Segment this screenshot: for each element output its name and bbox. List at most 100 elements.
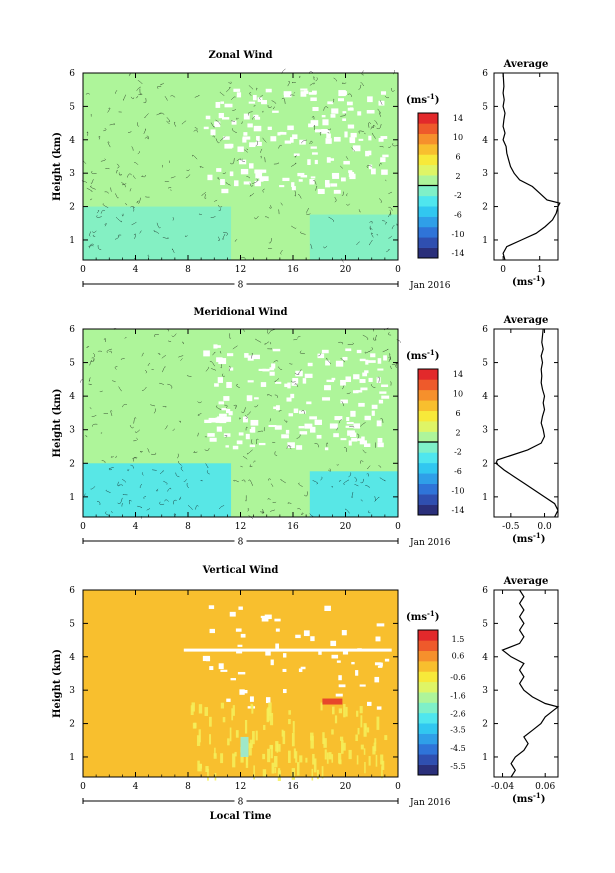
colorbar-segment [418,671,438,683]
colorbar-tick-label: -10 [452,230,465,239]
x-tick-label: 8 [185,522,191,532]
y-tick-label: 4 [69,653,75,663]
x-tick-label: 16 [287,782,299,792]
average-y-tick-label: 3 [482,426,488,436]
average-y-tick-label: 6 [482,586,488,596]
colorbar-tick-label: -6 [454,211,462,220]
colorbar-tick-label: 14 [453,370,463,379]
average-x-label: (ms-1) [512,791,545,805]
x-tick-label: 0 [80,782,86,792]
x-axis: 0 4 8 12 16 20 0 [80,590,401,792]
colorbar-tick-label: 2 [455,428,460,437]
y-tick-label: 2 [69,203,75,213]
average-frame [493,72,559,261]
colorbar-tick-label: 10 [453,133,463,142]
y-axis: 1 2 3 4 5 6 [69,325,398,503]
colorbar-segment [418,702,438,714]
colorbar-tick-label: 14 [453,114,463,123]
colorbar-segment [418,216,438,228]
y-tick-label: 1 [69,493,75,503]
colorbar-unit: (ms-1) [406,348,439,362]
date-label: Jan 2016 [409,538,451,548]
average-x-tick-label: 0.06 [535,782,555,792]
colorbar-segment [418,723,438,734]
colorbar-segment [418,630,438,641]
panel-title: Meridional Wind [193,307,287,318]
colorbar-tick-label: 2 [455,172,460,181]
average-profile-line [502,72,561,261]
colorbar-segment [418,650,438,662]
colorbar-segment [418,764,438,776]
x-tick-label: 0 [395,265,401,275]
colorbar-tick-label: 6 [455,153,460,162]
colorbar-segment [418,431,438,443]
x-tick-label: 20 [340,265,352,275]
x-tick-label: 0 [80,265,86,275]
colorbar-tick-label: 1.5 [452,635,465,644]
x-axis: 0 4 8 12 16 20 0 [80,73,401,275]
date-label: Jan 2016 [409,798,451,808]
y-axis: 1 2 3 4 5 6 [69,586,398,763]
y-tick-label: 6 [69,69,75,79]
colorbar-segment [418,681,438,693]
colorbar-segment [418,185,438,197]
average-y-tick-label: 1 [482,493,488,503]
colorbar-tick-label: 6 [455,409,460,418]
heatmap-lower-layer [83,206,232,260]
x-tick-label: 4 [133,265,139,275]
y-axis-label: Height (km) [52,649,63,718]
colorbar-segment [418,369,438,380]
colorbar-unit: (ms-1) [406,92,439,106]
average-title: Average [503,315,549,326]
colorbar-segment [418,421,438,432]
x-tick-label: 20 [340,782,352,792]
x-tick-label: 16 [287,265,299,275]
x-tick-label: 12 [235,265,246,275]
colorbar-segment [418,494,438,505]
y-axis-label: Height (km) [52,132,63,201]
colorbar-segment [418,379,438,391]
date-label: Jan 2016 [409,281,451,291]
colorbar-tick-label: -4.5 [450,744,465,753]
colorbar-tick-label: -5.5 [450,762,465,771]
x-tick-label: 12 [235,522,246,532]
y-tick-label: 3 [69,426,75,436]
y-tick-label: 1 [69,236,75,246]
colorbar-segment [418,733,438,745]
colorbar-segment [418,154,438,166]
colorbar-segment [418,754,438,765]
average-x-label: (ms-1) [512,531,545,545]
average-x-tick-label: -0.5 [502,522,520,532]
colorbar-segment [418,175,438,186]
average-title: Average [503,576,549,587]
day-label: 8 [238,798,244,808]
y-axis-label: Height (km) [52,389,63,458]
colorbar-tick-label: -6 [454,467,462,476]
panel-title: Vertical Wind [202,565,279,576]
colorbar-segment [418,133,438,145]
colorbar-segment [418,226,438,238]
average-y-tick-label: 4 [482,136,488,146]
colorbar-tick-label: -14 [452,249,465,258]
average-frame [493,589,559,778]
colorbar-segment [418,442,438,453]
colorbar-tick-label: -1.6 [450,691,465,700]
colorbar-tick-label: 0.6 [452,651,465,660]
panel-title: Zonal Wind [208,50,272,61]
heatmap-contours [81,68,398,263]
x-tick-label: 0 [395,522,401,532]
colorbar-segment [418,452,438,464]
heatmap-gaps [203,88,389,195]
colorbar-segment [418,237,438,248]
x-tick-label: 12 [235,782,246,792]
x-axis: 0 4 8 12 16 20 0 [80,329,401,532]
x-tick-label: 8 [185,782,191,792]
colorbar-segment [418,640,438,652]
colorbar-tick-label: -0.6 [450,673,465,682]
average-y-tick-label: 3 [482,686,488,696]
average-profile-line [495,328,559,518]
colorbar-tick-label: -14 [452,506,465,515]
